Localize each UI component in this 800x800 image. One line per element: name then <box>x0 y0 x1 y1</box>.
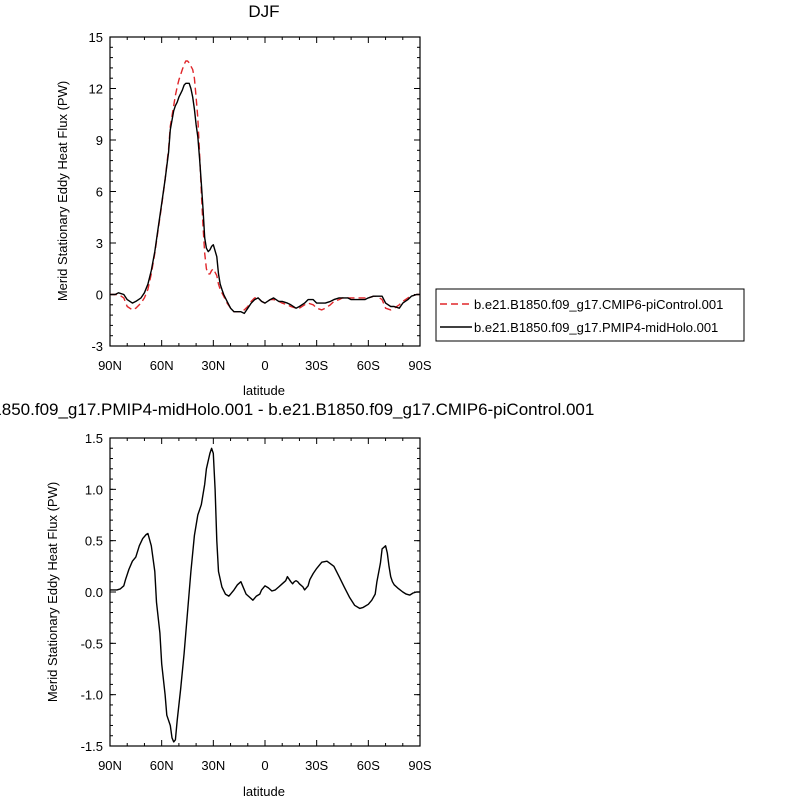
y-axis-label: Merid Stationary Eddy Heat Flux (PW) <box>55 81 70 301</box>
series-line-1 <box>110 82 420 315</box>
x-tick-label: 60S <box>357 358 380 373</box>
x-tick-label: 90S <box>408 358 431 373</box>
y-tick-label: -3 <box>91 339 103 354</box>
y-axis-label: Merid Stationary Eddy Heat Flux (PW) <box>45 482 60 702</box>
series-group <box>110 60 420 315</box>
x-tick-label: 30N <box>201 358 225 373</box>
x-axis-label: latitude <box>243 784 285 799</box>
x-tick-label: 60N <box>150 758 174 773</box>
y-tick-label: 9 <box>96 133 103 148</box>
x-tick-label: 60N <box>150 358 174 373</box>
legend: b.e21.B1850.f09_g17.CMIP6-piControl.001 … <box>435 288 745 342</box>
x-tick-label: 90S <box>408 758 431 773</box>
x-tick-label: 60S <box>357 758 380 773</box>
legend-box <box>435 288 745 342</box>
x-tick-label: 0 <box>261 358 268 373</box>
y-tick-label: 12 <box>89 82 103 97</box>
y-tick-label: 3 <box>96 236 103 251</box>
y-tick-label: -0.5 <box>81 636 103 651</box>
y-tick-label: 0.5 <box>85 534 103 549</box>
y-tick-label: 0.0 <box>85 585 103 600</box>
x-tick-label: 30S <box>305 758 328 773</box>
chart-panel-difference: b.e21.B1850.f09_g17.PMIP4-midHolo.001 - … <box>0 400 594 799</box>
axes-frame: 90N 60N 30N 0 30S 60S 90S -3 0 3 6 9 12 15 <box>89 30 432 373</box>
y-tick-label: 0 <box>96 288 103 303</box>
y-tick-label: -1.0 <box>81 688 103 703</box>
x-axis-label: latitude <box>243 383 285 398</box>
chart-panel-climatology: DJF 90N 60N 30N 0 30S 60S 90S -3 0 3 6 9 12 15 Merid … <box>55 2 432 398</box>
x-tick-label: 30N <box>201 758 225 773</box>
x-tick-label: 30S <box>305 358 328 373</box>
x-tick-label: 90N <box>98 358 122 373</box>
plot-area-border <box>109 36 421 347</box>
y-tick-label: 1.0 <box>85 482 103 497</box>
series-group <box>110 447 420 743</box>
x-tick-label: 90N <box>98 758 122 773</box>
series-line-0 <box>110 447 420 743</box>
y-tick-label: -1.5 <box>81 739 103 754</box>
chart-title: DJF <box>248 2 279 21</box>
chart-title: b.e21.B1850.f09_g17.PMIP4-midHolo.001 - … <box>0 400 594 419</box>
legend-label-midholo: b.e21.B1850.f09_g17.PMIP4-midHolo.001 <box>474 320 718 335</box>
legend-label-picontrol: b.e21.B1850.f09_g17.CMIP6-piControl.001 <box>474 297 723 312</box>
y-tick-label: 15 <box>89 30 103 45</box>
series-line-0 <box>110 60 420 313</box>
y-tick-label: 1.5 <box>85 431 103 446</box>
x-tick-label: 0 <box>261 758 268 773</box>
axes-frame: 90N 60N 30N 0 30S 60S 90S -1.5 -1.0 -0.5 0.0 0.5 1.0… <box>81 431 432 773</box>
y-tick-label: 6 <box>96 185 103 200</box>
